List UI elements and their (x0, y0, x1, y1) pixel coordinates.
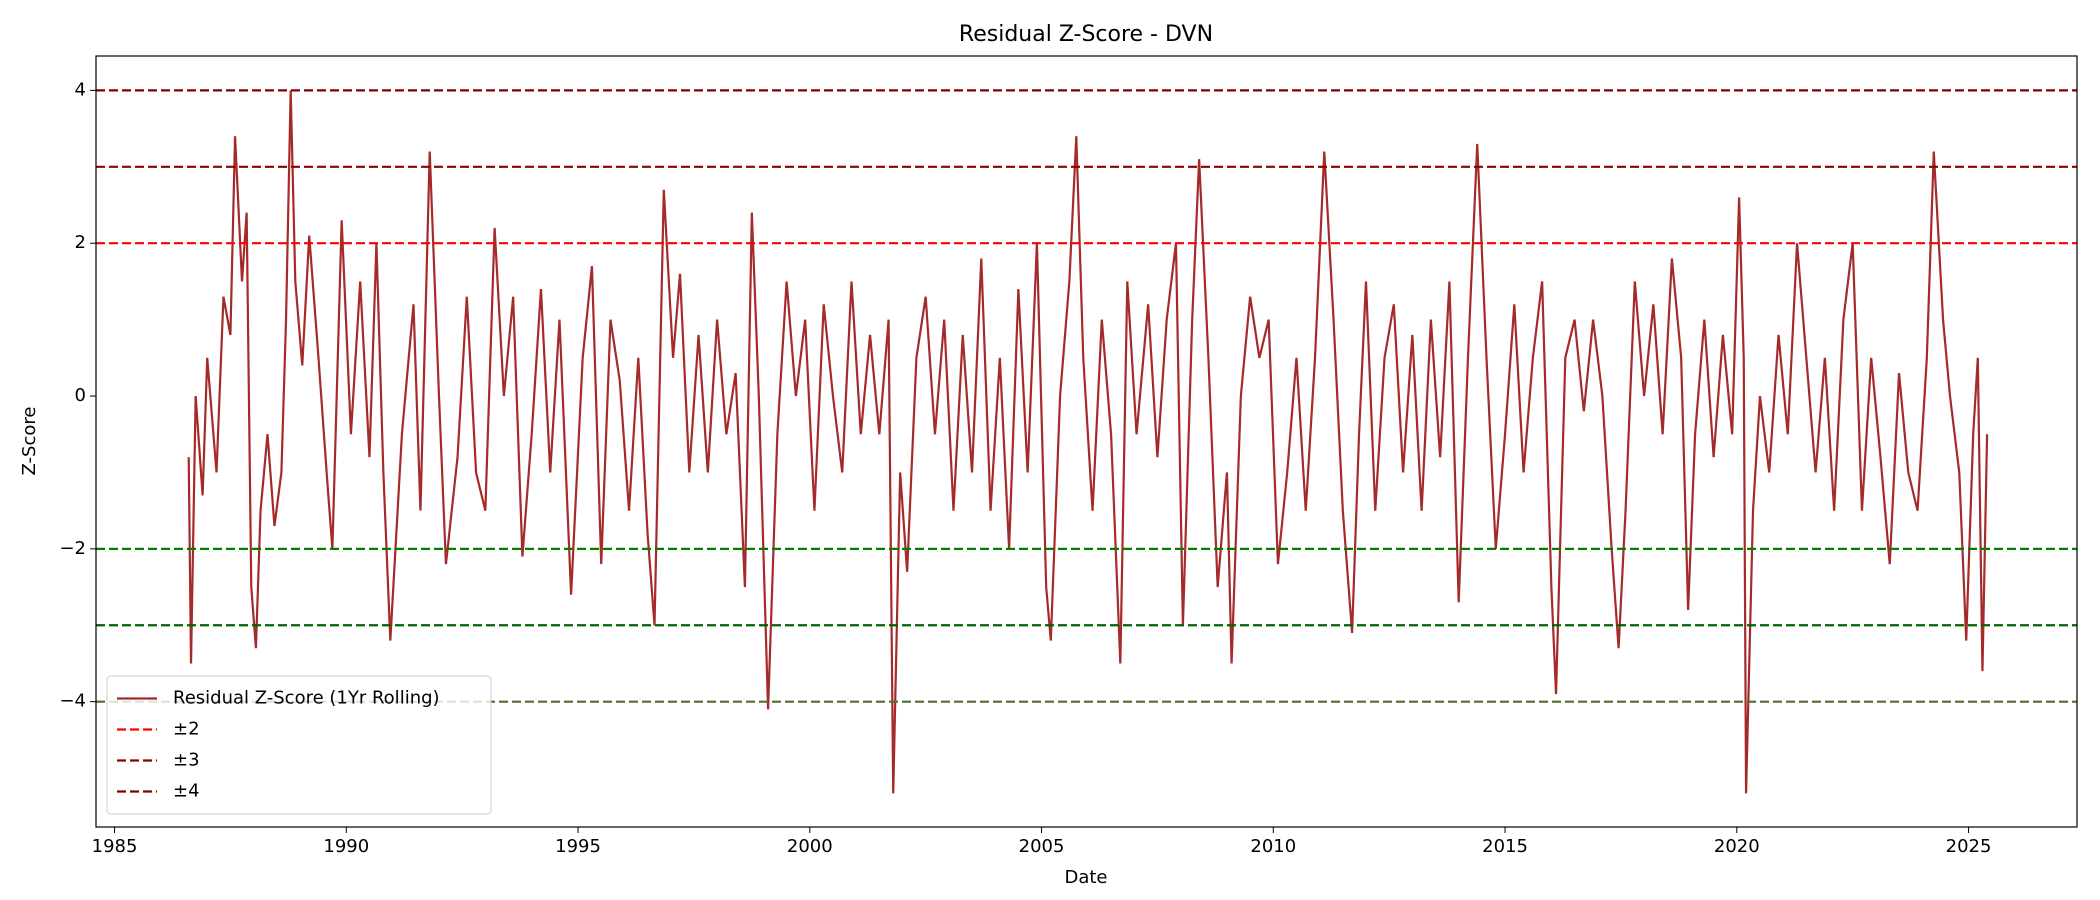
y-tick-label: 2 (75, 232, 86, 253)
chart-title: Residual Z-Score - DVN (959, 22, 1213, 47)
y-tick-label: −2 (59, 538, 86, 559)
x-tick-label: 2020 (1714, 836, 1760, 857)
legend-label: ±4 (173, 781, 200, 802)
y-axis-label: Z-Score (19, 407, 40, 476)
x-tick-label: 2015 (1482, 836, 1528, 857)
x-tick-label: 2000 (787, 836, 833, 857)
x-tick-label: 1990 (323, 836, 369, 857)
x-tick-label: 1995 (555, 836, 601, 857)
x-axis-label: Date (1064, 867, 1107, 888)
legend-box (106, 675, 492, 815)
legend-label: ±2 (173, 719, 200, 740)
y-tick-label: 4 (75, 79, 86, 100)
x-tick-label: 2025 (1946, 836, 1992, 857)
legend-label: ±3 (173, 750, 200, 771)
y-tick-label: −4 (59, 691, 86, 712)
x-tick-label: 1985 (92, 836, 138, 857)
plot-frame (95, 55, 2078, 828)
y-tick-label: 0 (75, 385, 86, 406)
x-tick-label: 2010 (1250, 836, 1296, 857)
legend-label: Residual Z-Score (1Yr Rolling) (173, 688, 440, 709)
data-line (187, 90, 1989, 794)
x-tick-label: 2005 (1019, 836, 1065, 857)
